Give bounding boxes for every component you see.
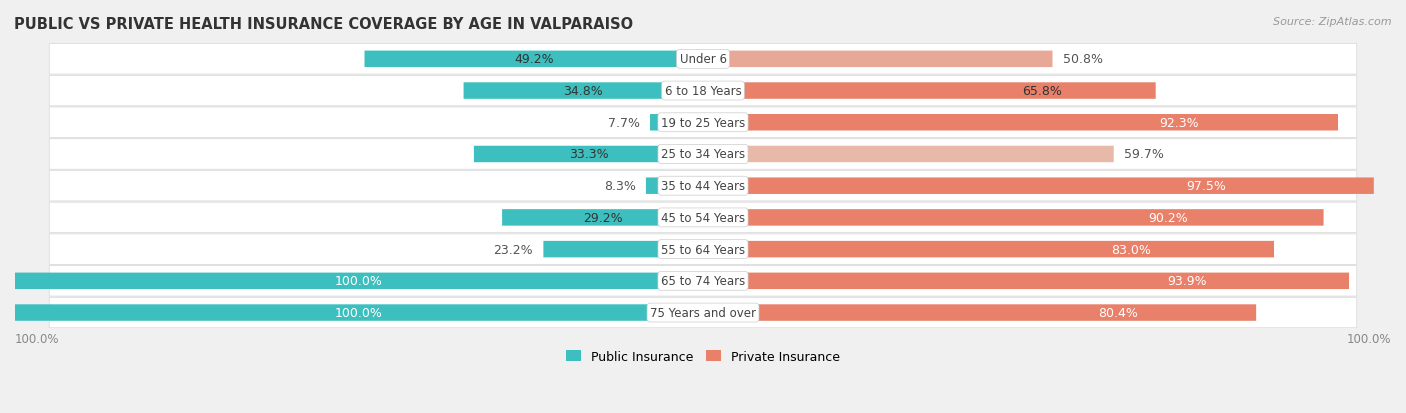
FancyBboxPatch shape [703, 83, 1156, 100]
FancyBboxPatch shape [49, 266, 1357, 297]
Text: 29.2%: 29.2% [582, 211, 623, 224]
FancyBboxPatch shape [49, 298, 1357, 328]
Text: 83.0%: 83.0% [1111, 243, 1152, 256]
FancyBboxPatch shape [703, 304, 1256, 321]
FancyBboxPatch shape [703, 52, 1053, 68]
FancyBboxPatch shape [650, 115, 703, 131]
FancyBboxPatch shape [49, 108, 1357, 138]
Text: 100.0%: 100.0% [1347, 332, 1391, 345]
Text: 59.7%: 59.7% [1123, 148, 1164, 161]
Text: 33.3%: 33.3% [568, 148, 609, 161]
Text: 8.3%: 8.3% [603, 180, 636, 193]
FancyBboxPatch shape [49, 45, 1357, 75]
Text: 92.3%: 92.3% [1160, 116, 1199, 129]
Legend: Public Insurance, Private Insurance: Public Insurance, Private Insurance [561, 345, 845, 368]
FancyBboxPatch shape [15, 273, 703, 290]
Text: 65 to 74 Years: 65 to 74 Years [661, 275, 745, 287]
FancyBboxPatch shape [474, 146, 703, 163]
FancyBboxPatch shape [703, 115, 1339, 131]
Text: 7.7%: 7.7% [607, 116, 640, 129]
FancyBboxPatch shape [543, 241, 703, 258]
FancyBboxPatch shape [49, 171, 1357, 202]
FancyBboxPatch shape [703, 210, 1323, 226]
Text: 6 to 18 Years: 6 to 18 Years [665, 85, 741, 98]
Text: 100.0%: 100.0% [335, 306, 382, 319]
Text: 34.8%: 34.8% [564, 85, 603, 98]
Text: 55 to 64 Years: 55 to 64 Years [661, 243, 745, 256]
Text: 97.5%: 97.5% [1187, 180, 1226, 193]
Text: 90.2%: 90.2% [1149, 211, 1188, 224]
FancyBboxPatch shape [703, 146, 1114, 163]
FancyBboxPatch shape [645, 178, 703, 195]
FancyBboxPatch shape [49, 203, 1357, 233]
Text: 80.4%: 80.4% [1098, 306, 1137, 319]
Text: PUBLIC VS PRIVATE HEALTH INSURANCE COVERAGE BY AGE IN VALPARAISO: PUBLIC VS PRIVATE HEALTH INSURANCE COVER… [14, 17, 633, 31]
FancyBboxPatch shape [364, 52, 703, 68]
Text: 35 to 44 Years: 35 to 44 Years [661, 180, 745, 193]
FancyBboxPatch shape [49, 140, 1357, 170]
FancyBboxPatch shape [464, 83, 703, 100]
FancyBboxPatch shape [703, 273, 1348, 290]
FancyBboxPatch shape [49, 76, 1357, 107]
FancyBboxPatch shape [703, 241, 1274, 258]
FancyBboxPatch shape [703, 178, 1374, 195]
Text: 50.8%: 50.8% [1063, 53, 1102, 66]
Text: 93.9%: 93.9% [1168, 275, 1208, 287]
FancyBboxPatch shape [502, 210, 703, 226]
Text: 100.0%: 100.0% [335, 275, 382, 287]
Text: Under 6: Under 6 [679, 53, 727, 66]
Text: Source: ZipAtlas.com: Source: ZipAtlas.com [1274, 17, 1392, 26]
Text: 49.2%: 49.2% [515, 53, 554, 66]
Text: 65.8%: 65.8% [1022, 85, 1063, 98]
Text: 100.0%: 100.0% [15, 332, 59, 345]
Text: 45 to 54 Years: 45 to 54 Years [661, 211, 745, 224]
FancyBboxPatch shape [49, 234, 1357, 265]
Text: 19 to 25 Years: 19 to 25 Years [661, 116, 745, 129]
FancyBboxPatch shape [15, 304, 703, 321]
Text: 75 Years and over: 75 Years and over [650, 306, 756, 319]
Text: 25 to 34 Years: 25 to 34 Years [661, 148, 745, 161]
Text: 23.2%: 23.2% [494, 243, 533, 256]
